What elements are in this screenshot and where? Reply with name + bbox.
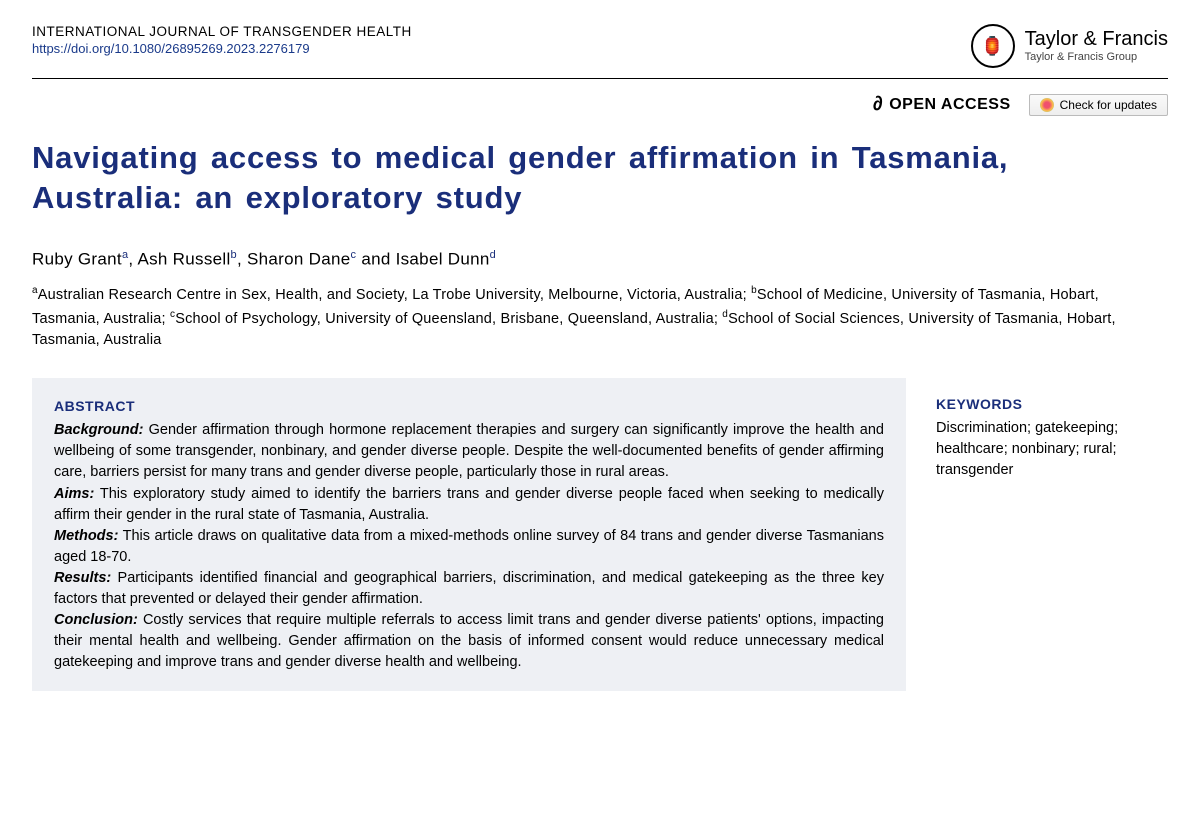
keywords-text: Discrimination; gatekeeping; healthcare;… bbox=[936, 420, 1118, 478]
check-updates-button[interactable]: Check for updates bbox=[1029, 94, 1168, 116]
publisher-logo-icon: 🏮 bbox=[971, 24, 1015, 68]
badges-row: ∂ OPEN ACCESS Check for updates bbox=[32, 93, 1168, 116]
journal-name: INTERNATIONAL JOURNAL OF TRANSGENDER HEA… bbox=[32, 24, 412, 39]
affiliations: aAustralian Research Centre in Sex, Heal… bbox=[32, 283, 1168, 352]
lamp-icon: 🏮 bbox=[981, 36, 1003, 57]
abstract-block: ABSTRACT Background: Gender affirmation … bbox=[32, 378, 1168, 690]
open-access-label: OPEN ACCESS bbox=[889, 96, 1010, 114]
authors: Ruby Granta, Ash Russellb, Sharon Danec … bbox=[32, 249, 1168, 270]
keywords-heading: KEYWORDS bbox=[936, 394, 1168, 414]
article-title: Navigating access to medical gender affi… bbox=[32, 138, 1168, 219]
abstract-body: Background: Gender affirmation through h… bbox=[54, 420, 884, 672]
header: INTERNATIONAL JOURNAL OF TRANSGENDER HEA… bbox=[32, 24, 1168, 79]
abstract-heading: ABSTRACT bbox=[54, 396, 884, 416]
publisher-text: Taylor & Francis Taylor & Francis Group bbox=[1025, 28, 1168, 64]
crossmark-icon bbox=[1040, 98, 1054, 112]
keywords-box: KEYWORDS Discrimination; gatekeeping; he… bbox=[936, 378, 1168, 481]
doi-link[interactable]: https://doi.org/10.1080/26895269.2023.22… bbox=[32, 41, 310, 56]
open-access-badge: ∂ OPEN ACCESS bbox=[873, 93, 1011, 116]
publisher-tagline: Taylor & Francis Group bbox=[1025, 51, 1168, 64]
abstract-box: ABSTRACT Background: Gender affirmation … bbox=[32, 378, 906, 690]
open-access-icon: ∂ bbox=[873, 93, 883, 116]
publisher-name: Taylor & Francis bbox=[1025, 28, 1168, 51]
journal-info: INTERNATIONAL JOURNAL OF TRANSGENDER HEA… bbox=[32, 24, 412, 56]
publisher-block: 🏮 Taylor & Francis Taylor & Francis Grou… bbox=[971, 24, 1168, 68]
check-updates-label: Check for updates bbox=[1060, 98, 1157, 112]
